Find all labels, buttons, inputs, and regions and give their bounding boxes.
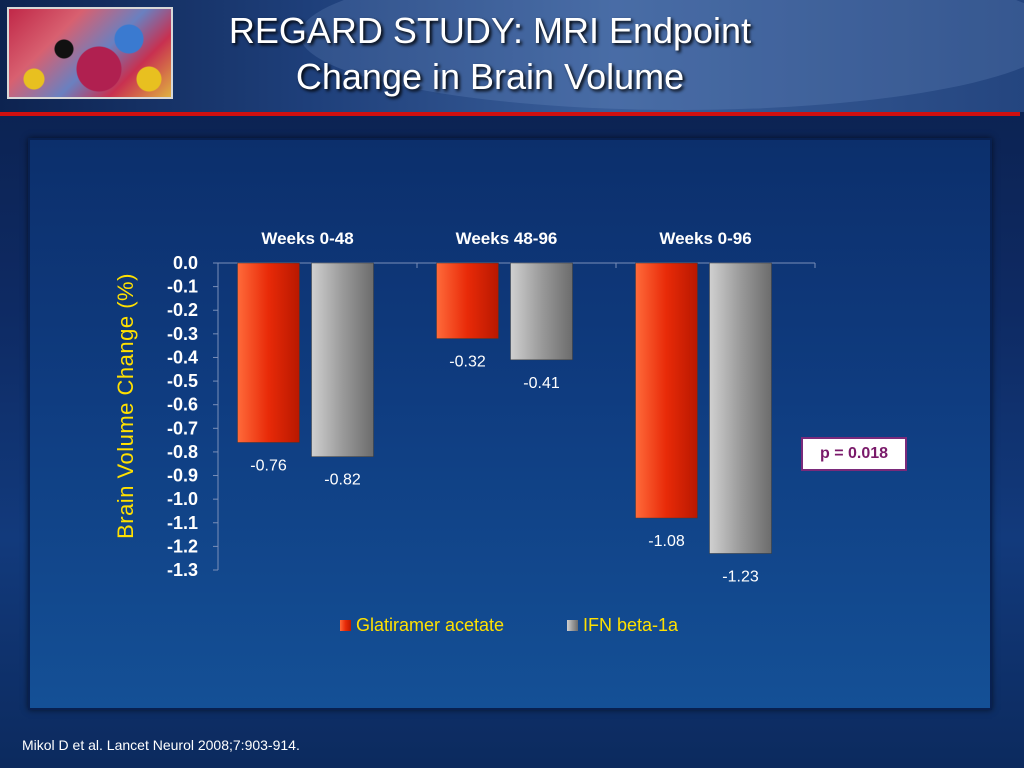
y-tick-label: -1.0	[167, 489, 198, 509]
y-tick-label: 0.0	[173, 253, 198, 273]
data-label: -0.32	[449, 354, 486, 371]
category-label: Weeks 0-96	[659, 229, 751, 248]
y-tick-label: -0.5	[167, 371, 198, 391]
data-label: -1.23	[722, 568, 759, 585]
data-label: -0.76	[250, 457, 287, 474]
legend-label: IFN beta-1a	[583, 615, 679, 635]
y-tick-label: -0.6	[167, 395, 198, 415]
legend-label: Glatiramer acetate	[356, 615, 504, 635]
data-label: -1.08	[648, 533, 685, 550]
header-divider	[0, 112, 1020, 116]
bar	[709, 262, 772, 554]
data-label: -0.41	[523, 375, 560, 392]
title-line-1: REGARD STUDY: MRI Endpoint	[228, 10, 752, 51]
bar	[510, 262, 573, 361]
y-tick-label: -1.1	[167, 513, 198, 533]
citation-text: Mikol D et al. Lancet Neurol 2008;7:903-…	[22, 737, 300, 753]
bar	[436, 262, 499, 339]
category-label: Weeks 0-48	[261, 229, 353, 248]
category-label: Weeks 48-96	[456, 229, 558, 248]
y-tick-label: -0.2	[167, 300, 198, 320]
legend-swatch	[567, 620, 578, 631]
slide-header: REGARD STUDY: MRI Endpoint Change in Bra…	[0, 0, 1024, 112]
data-label: -0.82	[324, 472, 361, 489]
y-tick-label: -0.7	[167, 418, 198, 438]
chart-panel	[28, 138, 992, 710]
legend-swatch	[340, 620, 351, 631]
y-tick-label: -0.4	[167, 347, 198, 367]
slide-title: REGARD STUDY: MRI Endpoint Change in Bra…	[190, 8, 790, 100]
brain-mri-logo-image	[7, 7, 173, 99]
title-line-2: Change in Brain Volume	[295, 56, 685, 97]
y-axis-label: Brain Volume Change (%)	[113, 273, 138, 539]
y-tick-label: -0.9	[167, 466, 198, 486]
y-tick-label: -1.2	[167, 536, 198, 556]
y-tick-label: -0.3	[167, 324, 198, 344]
bar	[237, 262, 300, 443]
bar	[311, 262, 374, 457]
y-tick-label: -0.1	[167, 277, 198, 297]
bar	[635, 262, 698, 519]
p-value-box: p = 0.018	[801, 437, 907, 471]
y-tick-label: -1.3	[167, 560, 198, 580]
y-tick-label: -0.8	[167, 442, 198, 462]
